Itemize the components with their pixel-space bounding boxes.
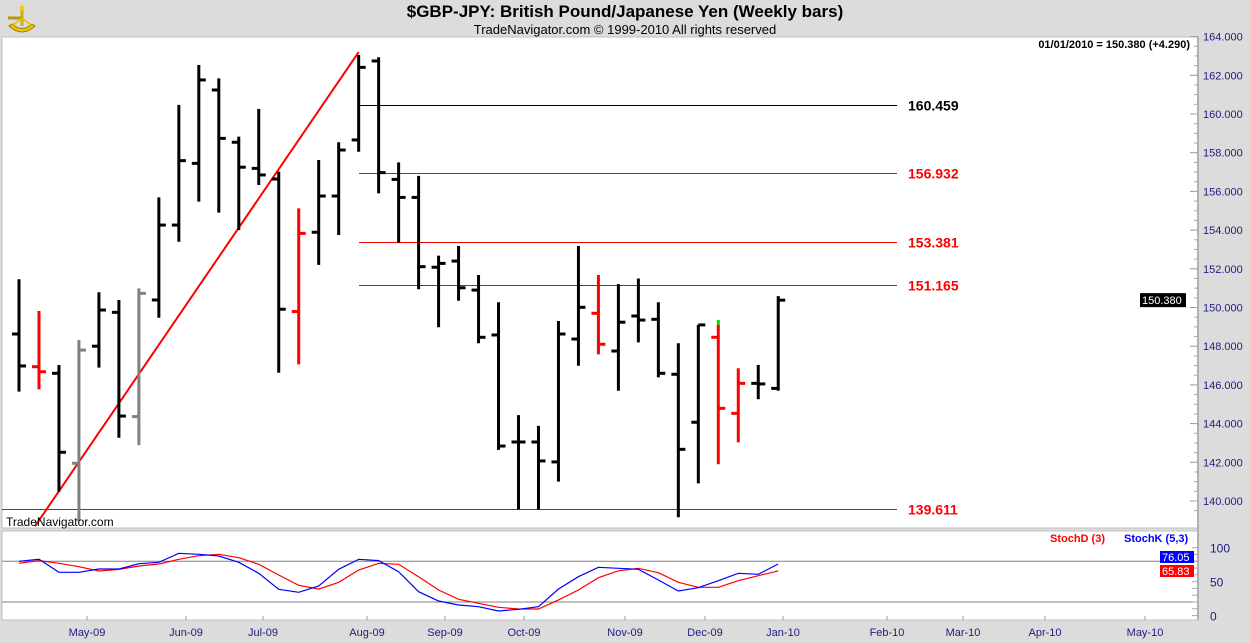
stoch-tick-label: 50	[1210, 576, 1224, 590]
stochk-legend: StochK (5,3)	[1124, 533, 1189, 545]
date-tick-label: Mar-10	[946, 627, 981, 639]
price-tick-label: 164.000	[1203, 32, 1243, 44]
ohlc-bar	[571, 245, 586, 366]
ohlc-bar	[171, 104, 186, 242]
sextant-logo-icon	[8, 5, 36, 33]
fib-levels: 160.459 156.932 153.381 151.165 139.611	[2, 98, 959, 518]
ohlc-bar	[191, 65, 206, 202]
trendline	[34, 51, 360, 527]
ohlc-bar	[751, 364, 766, 400]
last-price-box	[1140, 293, 1186, 308]
fib-label: 160.459	[908, 98, 959, 114]
ohlc-bar	[151, 197, 166, 318]
price-tick-label: 160.000	[1203, 109, 1243, 121]
ohlc-bar	[211, 78, 226, 213]
price-axis: 164.000 162.000 160.000 158.000 156.000 154.0…	[1140, 32, 1243, 512]
watermark: TradeNavigator.com	[6, 515, 114, 529]
date-tick-label: Apr-10	[1028, 627, 1061, 639]
date-tick-label: Sep-09	[427, 627, 462, 639]
fib-label: 139.611	[908, 502, 958, 518]
ohlc-bar	[271, 171, 286, 373]
date-tick-label: Nov-09	[607, 627, 642, 639]
stoch-line-d	[18, 553, 779, 610]
date-tick-label: Feb-10	[870, 627, 905, 639]
fib-label: 151.165	[908, 278, 959, 294]
date-tick-label: Jan-10	[766, 627, 800, 639]
ohlc-bar	[231, 136, 246, 231]
stochd-legend: StochD (3)	[1050, 533, 1105, 545]
ohlc-bar	[591, 274, 606, 355]
ohlc-bar	[12, 279, 26, 392]
ohlc-bar	[771, 296, 786, 391]
ohlc-bar	[431, 255, 446, 328]
ohlc-bar	[391, 162, 406, 243]
chart-subtitle: TradeNavigator.com © 1999-2010 All right…	[473, 22, 777, 37]
date-tick-label: May-09	[69, 627, 106, 639]
stoch-panel	[1, 530, 1199, 621]
ohlc-bar	[91, 292, 106, 368]
ohlc-bar	[691, 323, 706, 484]
price-tick-label: 150.000	[1203, 303, 1243, 315]
ohlc-bar	[531, 425, 546, 510]
ohlc-bar	[551, 321, 566, 482]
ohlc-bar	[411, 175, 426, 290]
price-bars	[12, 54, 786, 521]
ohlc-bar	[71, 340, 86, 521]
stoch-line-k	[18, 552, 779, 612]
ohlc-bar	[711, 319, 726, 465]
ohlc-bar	[251, 108, 266, 186]
ohlc-bar	[451, 245, 466, 301]
chart-title: $GBP-JPY: British Pound/Japanese Yen (We…	[406, 2, 844, 21]
ohlc-bar	[651, 302, 666, 378]
date-tick-label: Dec-09	[687, 627, 722, 639]
date-tick-label: May-10	[1127, 627, 1164, 639]
fib-label: 156.932	[908, 166, 959, 182]
date-tick-label: Jul-09	[248, 627, 278, 639]
stochd-value-label: 65.83	[1162, 566, 1190, 578]
stoch-tick-label: 100	[1210, 542, 1230, 556]
last-quote-readout: 01/01/2010 = 150.380 (+4.290)	[1038, 39, 1190, 51]
price-tick-label: 142.000	[1203, 457, 1243, 469]
ohlc-bar	[311, 160, 326, 265]
ohlc-bar	[731, 368, 746, 443]
stochk-value-label: 76.05	[1162, 552, 1190, 564]
ohlc-bar	[111, 299, 126, 438]
ohlc-bar	[51, 364, 66, 492]
ohlc-bar	[31, 310, 46, 390]
date-tick-label: Oct-09	[507, 627, 540, 639]
price-tick-label: 146.000	[1203, 380, 1243, 392]
stochk-value-box	[1160, 551, 1194, 563]
price-tick-label: 152.000	[1203, 264, 1243, 276]
ohlc-bar	[471, 274, 486, 344]
ohlc-bar	[131, 288, 146, 446]
price-tick-label: 140.000	[1203, 496, 1243, 508]
ohlc-bar	[371, 57, 386, 194]
price-tick-label: 156.000	[1203, 186, 1243, 198]
price-tick-label: 154.000	[1203, 225, 1243, 237]
trendline-layer	[34, 51, 360, 527]
price-tick-label: 162.000	[1203, 70, 1243, 82]
price-tick-label: 144.000	[1203, 419, 1243, 431]
stoch-tick-label: 0	[1210, 610, 1217, 624]
ohlc-bar	[351, 54, 366, 152]
ohlc-bar	[611, 284, 626, 391]
price-panel	[1, 36, 1199, 529]
ohlc-bar	[291, 208, 306, 365]
date-tick-label: Jun-09	[169, 627, 203, 639]
fib-label: 153.381	[908, 235, 959, 251]
stochd-value-box	[1160, 565, 1194, 577]
ohlc-bar	[631, 278, 646, 343]
ohlc-bar	[331, 142, 346, 235]
ohlc-bar	[511, 415, 526, 510]
ohlc-bar	[491, 302, 506, 450]
price-tick-label: 158.000	[1203, 148, 1243, 160]
last-price-label: 150.380	[1142, 295, 1182, 307]
price-tick-label: 148.000	[1203, 341, 1243, 353]
date-tick-label: Aug-09	[349, 627, 384, 639]
stochastic-layer: 100 50 0 76.05 65.83	[2, 542, 1230, 624]
date-axis: May-09 Jun-09 Jul-09 Aug-09 Sep-09 Oct-09 Nov-…	[69, 616, 1164, 639]
ohlc-bar	[671, 343, 686, 518]
